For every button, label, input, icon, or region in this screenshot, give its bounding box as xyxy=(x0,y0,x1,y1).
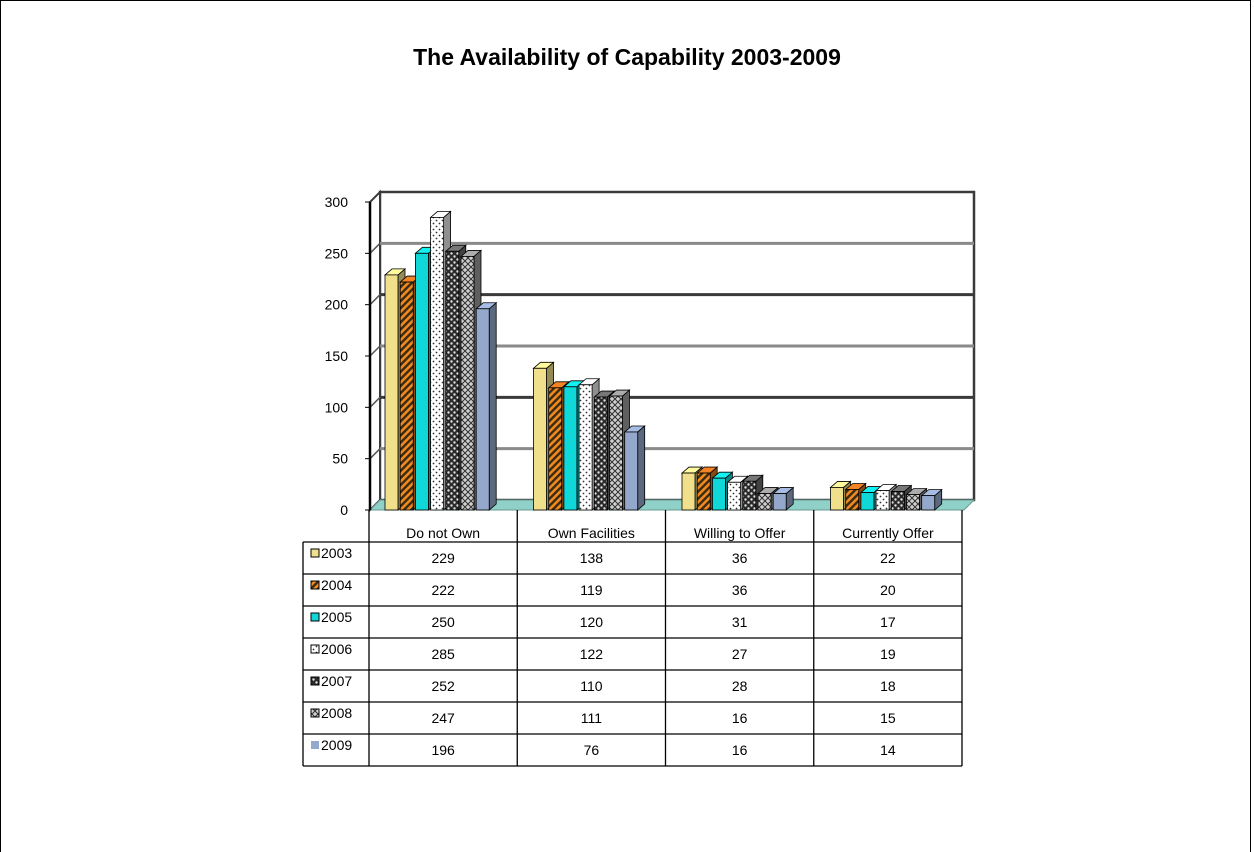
x-category-label: Currently Offer xyxy=(842,525,934,541)
table-cell-value: 120 xyxy=(580,614,604,630)
y-axis-tick-labels: 0 50 100 150 200 250 300 xyxy=(325,194,372,518)
data-table: Do not Own Own Facilities Willing to Offer… xyxy=(302,510,963,767)
table-cell-value: 36 xyxy=(732,582,748,598)
table-cell-value: 17 xyxy=(880,614,896,630)
legend-swatch-2006 xyxy=(310,644,320,654)
legend-label-2009: 2009 xyxy=(321,737,352,753)
legend-swatch-2007 xyxy=(310,676,320,686)
table-cell-value: 111 xyxy=(581,710,602,726)
chart-bars xyxy=(383,210,943,511)
table-cell-value: 76 xyxy=(584,742,600,758)
x-category-label: Do not Own xyxy=(406,525,480,541)
table-cell-value: 31 xyxy=(732,614,748,630)
y-tick-label: 300 xyxy=(325,194,349,210)
table-cell-value: 36 xyxy=(732,550,748,566)
table-cell-value: 285 xyxy=(431,646,455,662)
legend-label-2005: 2005 xyxy=(321,609,352,625)
y-tick-label: 200 xyxy=(325,297,349,313)
table-cell-value: 19 xyxy=(880,646,896,662)
table-cell-value: 110 xyxy=(580,678,603,694)
bar-currently-offer-2009 xyxy=(920,488,943,511)
legend-label-2004: 2004 xyxy=(321,577,352,593)
table-cell-value: 222 xyxy=(431,582,455,598)
gridline-side xyxy=(369,345,381,357)
legend-label-2006: 2006 xyxy=(321,641,352,657)
table-cell-value: 20 xyxy=(880,582,896,598)
x-category-label: Own Facilities xyxy=(548,525,635,541)
table-cell-value: 252 xyxy=(431,678,455,694)
y-tick-label: 150 xyxy=(325,348,349,364)
table-cell-value: 229 xyxy=(431,550,455,566)
bar-own-facilities-2009 xyxy=(623,425,646,511)
y-tick-label: 0 xyxy=(340,502,348,518)
gridline-side xyxy=(369,396,381,408)
table-cell-value: 16 xyxy=(732,710,748,726)
y-tick-label: 250 xyxy=(325,245,349,261)
table-cell-value: 122 xyxy=(580,646,604,662)
table-cell-value: 14 xyxy=(880,742,896,758)
gridline-side xyxy=(369,242,381,254)
bar-willing-to-offer-2009 xyxy=(772,486,795,511)
y-tick-label: 100 xyxy=(325,399,349,415)
x-category-label: Willing to Offer xyxy=(694,525,786,541)
legend-swatch-2008 xyxy=(310,708,320,718)
y-tick-label: 50 xyxy=(332,451,348,467)
table-cell-value: 16 xyxy=(732,742,748,758)
table-cell-value: 27 xyxy=(732,646,748,662)
legend-label-2008: 2008 xyxy=(321,705,352,721)
legend-label-2007: 2007 xyxy=(321,673,352,689)
table-cell-value: 22 xyxy=(880,550,896,566)
chart-title: The Availability of Capability 2003-2009 xyxy=(413,44,841,70)
legend-swatch-2009 xyxy=(311,741,319,749)
bar-do-not-own-2009 xyxy=(475,301,498,511)
legend-swatch-2005 xyxy=(310,612,320,622)
legend-swatch-2004 xyxy=(310,580,320,590)
gridline-side xyxy=(369,448,381,460)
legend-label-2003: 2003 xyxy=(321,545,352,561)
legend-swatch-2003 xyxy=(310,548,320,558)
gridline-side xyxy=(369,294,381,306)
table-cell-value: 250 xyxy=(431,614,455,630)
table-cell-value: 247 xyxy=(431,710,455,726)
table-cell-value: 119 xyxy=(580,582,603,598)
table-cell-value: 138 xyxy=(580,550,604,566)
table-cell-value: 18 xyxy=(880,678,896,694)
table-cell-value: 196 xyxy=(431,742,455,758)
table-cell-value: 15 xyxy=(880,710,896,726)
table-cell-value: 28 xyxy=(732,678,748,694)
